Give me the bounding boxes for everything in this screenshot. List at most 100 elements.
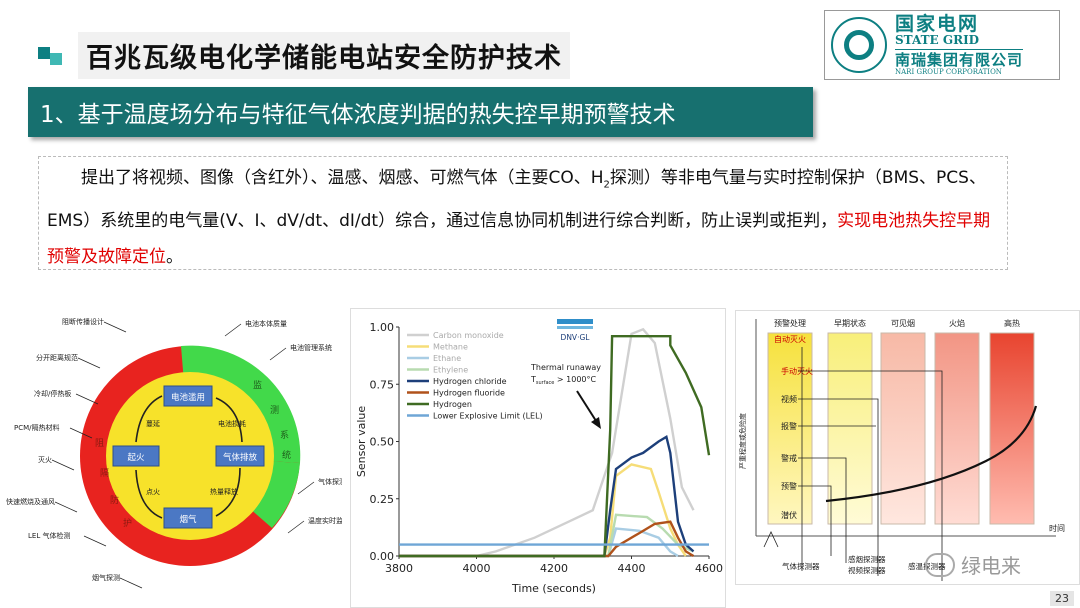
ring-label-green-1: 监 xyxy=(253,379,262,391)
page-number: 23 xyxy=(1050,591,1074,606)
chart-brand: DNV·GL xyxy=(561,333,591,342)
slide-title: 百兆瓦级电化学储能电站安全防护技术 xyxy=(78,32,570,79)
x-tick-label: 4600 xyxy=(695,562,723,575)
warning-level-label: 自动灭火 xyxy=(774,334,806,344)
warning-column xyxy=(767,332,813,525)
annotation-detail: Tsurface > 1000°C xyxy=(530,375,597,386)
ring-label-green-2: 测 xyxy=(270,405,279,416)
warning-level-label: 手动灭火 xyxy=(781,366,813,376)
warning-y-axis: 严重程度或危险度 xyxy=(738,413,747,469)
desc-part2: 探测）等非电气量与实时控制保护（BMS、PCS、EMS）系统里的电气量(V、I、… xyxy=(47,168,986,232)
series-line xyxy=(399,527,679,558)
legend-label: Hydrogen xyxy=(433,400,472,409)
outer-left-label: 冷却/停热板 xyxy=(34,389,71,398)
logo-en: STATE GRID xyxy=(895,33,980,47)
legend-label: Methane xyxy=(433,343,468,352)
node-gas-release xyxy=(215,445,265,467)
risk-curve xyxy=(825,405,1038,503)
x-tick-label: 4200 xyxy=(540,562,568,575)
outer-right-labels: 电池本体质量电池管理系统气体探测装置温度实时监测 xyxy=(224,319,342,534)
description-box: 提出了将视频、图像（含红外）、温感、烟感、可燃气体（主要CO、H2探测）等非电气… xyxy=(38,156,1008,270)
series-line xyxy=(399,463,687,558)
outer-left-label: 阻断传播设计 xyxy=(62,317,104,326)
logo-nari: 南瑞集团有限公司 xyxy=(895,51,1024,69)
warning-level-label: 警戒 xyxy=(781,453,797,463)
arrow-label-2: 热量释放 xyxy=(210,487,238,496)
detector-label: 感烟探测器 xyxy=(848,554,886,564)
logo-nari-en: NARI GROUP CORPORATION xyxy=(895,68,1002,76)
legend-label: Lower Explosive Limit (LEL) xyxy=(433,412,543,421)
cycle-diagram: 阻 隔 防 护 监 测 系 统 电池滥用 气体排放 烟气 起火 电池损耗 热量释… xyxy=(0,298,342,608)
section-bar: 1、基于温度场分布与特征气体浓度判据的热失控早期预警技术 xyxy=(28,87,813,137)
y-tick-label: 0.00 xyxy=(370,550,395,563)
warning-column xyxy=(934,332,980,525)
ring-label-red-1: 阻 xyxy=(95,438,104,449)
y-tick-label: 1.00 xyxy=(370,321,395,334)
node-smoke-label: 烟气 xyxy=(179,514,197,525)
series-line xyxy=(399,327,695,558)
arrow-label-4: 蔓延 xyxy=(146,419,160,428)
ring-label-red-4: 护 xyxy=(123,517,132,529)
warning-column-header: 早期状态 xyxy=(834,318,866,328)
node-smoke xyxy=(163,507,213,529)
outer-right-label: 气体探测装置 xyxy=(318,477,342,486)
ring-label-red-2: 隔 xyxy=(100,468,109,479)
arrow-label-1: 电池损耗 xyxy=(218,419,246,428)
outer-right-label: 电池管理系统 xyxy=(290,343,332,352)
x-axis-label: Time (seconds) xyxy=(511,582,596,595)
warning-column-header: 高热 xyxy=(1004,318,1020,328)
series-line xyxy=(399,520,695,558)
title-bar: 百兆瓦级电化学储能电站安全防护技术 xyxy=(38,32,570,79)
state-grid-emblem-icon xyxy=(831,17,887,73)
description-text: 提出了将视频、图像（含红外）、温感、烟感、可燃气体（主要CO、H2探测）等非电气… xyxy=(47,160,999,275)
y-tick-label: 0.50 xyxy=(370,436,395,449)
section-title: 1、基于温度场分布与特征气体浓度判据的热失控早期预警技术 xyxy=(40,102,676,128)
node-battery-abuse xyxy=(163,385,213,407)
annotation-arrow xyxy=(576,390,599,425)
legend-label: Hydrogen chloride xyxy=(433,377,507,386)
warning-column-header: 可见烟 xyxy=(891,319,915,328)
ring-label-green-3: 系 xyxy=(280,430,289,441)
node-fire xyxy=(112,445,160,467)
detector-label: 气体探测器 xyxy=(782,561,820,571)
warning-column-header: 火焰 xyxy=(949,318,965,328)
y-tick-label: 0.75 xyxy=(370,378,395,391)
outer-right-label: 温度实时监测 xyxy=(308,516,342,525)
warning-x-axis: 时间 xyxy=(1049,523,1065,533)
sensor-chart-svg: 3800 4000 4200 4400 4600 0.00 0.25 0.50 0.75 1.00… xyxy=(355,319,723,595)
desc-sub: 2 xyxy=(603,179,610,191)
watermark-text: 绿电来 xyxy=(961,554,1021,578)
warning-column-header: 预警处理 xyxy=(774,318,806,328)
legend-label: Ethane xyxy=(433,354,461,363)
state-grid-logo: 国家电网 STATE GRID 南瑞集团有限公司 NARI GROUP CORP… xyxy=(824,10,1060,80)
outer-left-label: 烟气探测 xyxy=(92,573,120,582)
outer-right-label: 电池本体质量 xyxy=(245,319,287,328)
desc-part1: 提出了将视频、图像（含红外）、温感、烟感、可燃气体（主要CO、H xyxy=(81,168,604,188)
outer-left-label: PCM/隔热材料 xyxy=(14,423,60,432)
warning-level-label: 预警 xyxy=(781,481,797,491)
ring-label-green-4: 统 xyxy=(282,449,291,461)
detector-label: 视频探测器 xyxy=(848,565,886,575)
warning-column xyxy=(827,332,873,525)
node-gas-release-label: 气体排放 xyxy=(223,452,258,463)
logo-cn: 国家电网 xyxy=(895,13,980,35)
y-tick-label: 0.25 xyxy=(370,493,395,506)
warning-column xyxy=(989,332,1035,525)
legend-label: Ethylene xyxy=(433,366,468,375)
node-battery-abuse-label: 电池滥用 xyxy=(171,392,205,403)
wechat-icon xyxy=(925,552,955,577)
warning-level-chart: 预警处理 早期状态 可见烟 火焰 高热 严重程度或危险度 时间 自动灭火 手动灭火 视频 报警 警戒预… xyxy=(735,310,1080,585)
outer-left-label: 分开距离规范 xyxy=(36,353,78,362)
x-tick-label: 4400 xyxy=(618,562,646,575)
annotation-title: Thermal runaway xyxy=(530,363,601,372)
outer-left-label: 灭火 xyxy=(38,456,52,464)
arrow-label-3: 点火 xyxy=(146,488,160,496)
warning-level-label: 潜伏 xyxy=(781,510,797,520)
desc-highlight: 实现电池热失控早期预警及故障定位 xyxy=(47,211,991,268)
y-axis-label: Sensor value xyxy=(355,406,368,477)
x-tick-label: 3800 xyxy=(385,562,413,575)
watermark: 绿电来 xyxy=(925,550,1021,579)
